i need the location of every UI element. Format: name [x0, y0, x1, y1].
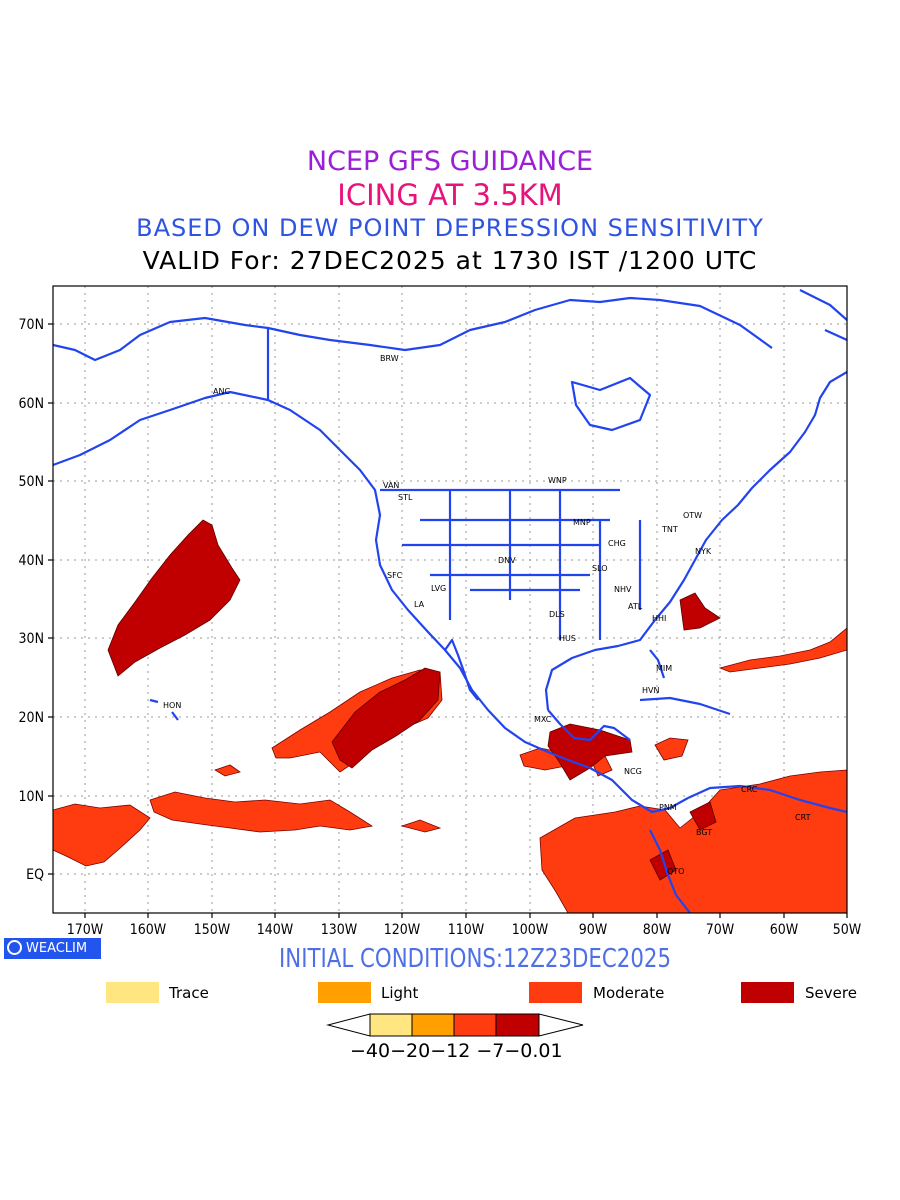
title-line-1: NCEP GFS GUIDANCE	[306, 146, 594, 177]
legend-swatch	[318, 982, 371, 1003]
title-line-3: BASED ON DEW POINT DEPRESSION SENSITIVIT…	[136, 214, 764, 242]
moderate-icing-areas	[53, 627, 847, 913]
lon-label: 60W	[770, 922, 799, 938]
lon-label: 150W	[194, 922, 231, 938]
legend-swatch	[741, 982, 794, 1003]
svg-text:HUS: HUS	[559, 634, 576, 643]
svg-text:DNV: DNV	[498, 556, 516, 565]
station-labels: BRW ANC VAN STL WNP MNP OTW TNT NYK CHG DNV SF…	[163, 354, 811, 876]
svg-text:SLO: SLO	[592, 564, 608, 573]
svg-text:LA: LA	[414, 600, 425, 609]
longitude-labels: 170W 160W 150W 140W 130W 120W 110W 100W …	[67, 922, 862, 938]
globe-icon	[7, 940, 22, 955]
weaclim-logo: WEACLIM	[4, 938, 101, 959]
colorbar-high-arrow	[538, 1013, 584, 1037]
svg-text:ATL: ATL	[628, 602, 643, 611]
lat-label: 30N	[19, 631, 44, 647]
lon-label: 120W	[384, 922, 421, 938]
svg-text:HON: HON	[163, 701, 181, 710]
lon-label: 170W	[67, 922, 104, 938]
svg-text:STL: STL	[398, 493, 413, 502]
lon-label: 100W	[512, 922, 549, 938]
colorbar-cell-severe	[495, 1013, 540, 1037]
coastlines	[53, 289, 847, 913]
lat-label: 10N	[19, 789, 44, 805]
map-frame	[52, 285, 848, 914]
svg-text:CHG: CHG	[608, 539, 626, 548]
valid-time-line: VALID For: 27DEC2025 at 1730 IST /1200 U…	[142, 246, 758, 275]
svg-text:LVG: LVG	[431, 584, 446, 593]
lat-label: 60N	[19, 396, 44, 412]
svg-text:QTO: QTO	[667, 867, 684, 876]
colorbar	[326, 1013, 584, 1037]
lat-label: 50N	[19, 474, 44, 490]
svg-text:PNM: PNM	[659, 803, 677, 812]
svg-text:HHI: HHI	[652, 614, 666, 623]
legend-swatch	[106, 982, 159, 1003]
svg-text:OTW: OTW	[683, 511, 702, 520]
severe-icing-areas	[107, 519, 721, 881]
svg-text:SFC: SFC	[387, 571, 403, 580]
lon-label: 160W	[130, 922, 167, 938]
lat-label: 20N	[19, 710, 44, 726]
svg-text:NCG: NCG	[624, 767, 642, 776]
svg-text:WNP: WNP	[548, 476, 567, 485]
lon-label: 80W	[643, 922, 672, 938]
initial-conditions: INITIAL CONDITIONS:12Z23DEC2025	[278, 944, 672, 974]
colorbar-cell-trace	[369, 1013, 413, 1037]
lon-label: 90W	[579, 922, 608, 938]
svg-text:MXC: MXC	[534, 715, 552, 724]
lat-label: 40N	[19, 553, 44, 569]
lat-label: 70N	[19, 317, 44, 333]
latitude-labels: 70N 60N 50N 40N 30N 20N 10N EQ	[19, 317, 45, 883]
svg-text:VAN: VAN	[383, 481, 399, 490]
colorbar-cell-moderate	[453, 1013, 497, 1037]
lat-label: EQ	[26, 867, 44, 883]
colorbar-cell-light	[411, 1013, 455, 1037]
svg-text:MIM: MIM	[656, 664, 672, 673]
svg-text:BRW: BRW	[380, 354, 399, 363]
lon-label: 110W	[448, 922, 485, 938]
svg-text:CRC: CRC	[741, 785, 758, 794]
svg-text:BGT: BGT	[696, 828, 712, 837]
svg-text:NHV: NHV	[614, 585, 632, 594]
svg-text:ANC: ANC	[213, 387, 230, 396]
colorbar-labels: −40−20−12 −7−0.01	[350, 1040, 563, 1062]
lon-label: 130W	[321, 922, 358, 938]
lon-label: 140W	[257, 922, 294, 938]
svg-text:CRT: CRT	[795, 813, 811, 822]
colorbar-low-arrow	[326, 1013, 371, 1037]
legend-swatch	[529, 982, 582, 1003]
lon-label: 70W	[706, 922, 735, 938]
svg-text:NYK: NYK	[695, 547, 712, 556]
svg-text:DLS: DLS	[549, 610, 565, 619]
svg-text:TNT: TNT	[661, 525, 678, 534]
svg-text:HVN: HVN	[642, 686, 659, 695]
title-line-2: ICING AT 3.5KM	[337, 178, 563, 212]
lon-label: 50W	[833, 922, 862, 938]
svg-text:MNP: MNP	[573, 518, 591, 527]
